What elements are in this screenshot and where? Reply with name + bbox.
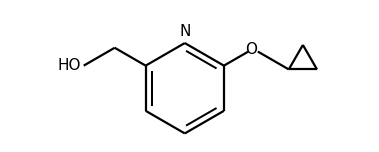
Text: O: O [245, 42, 257, 57]
Text: N: N [179, 24, 191, 39]
Text: HO: HO [57, 58, 81, 73]
